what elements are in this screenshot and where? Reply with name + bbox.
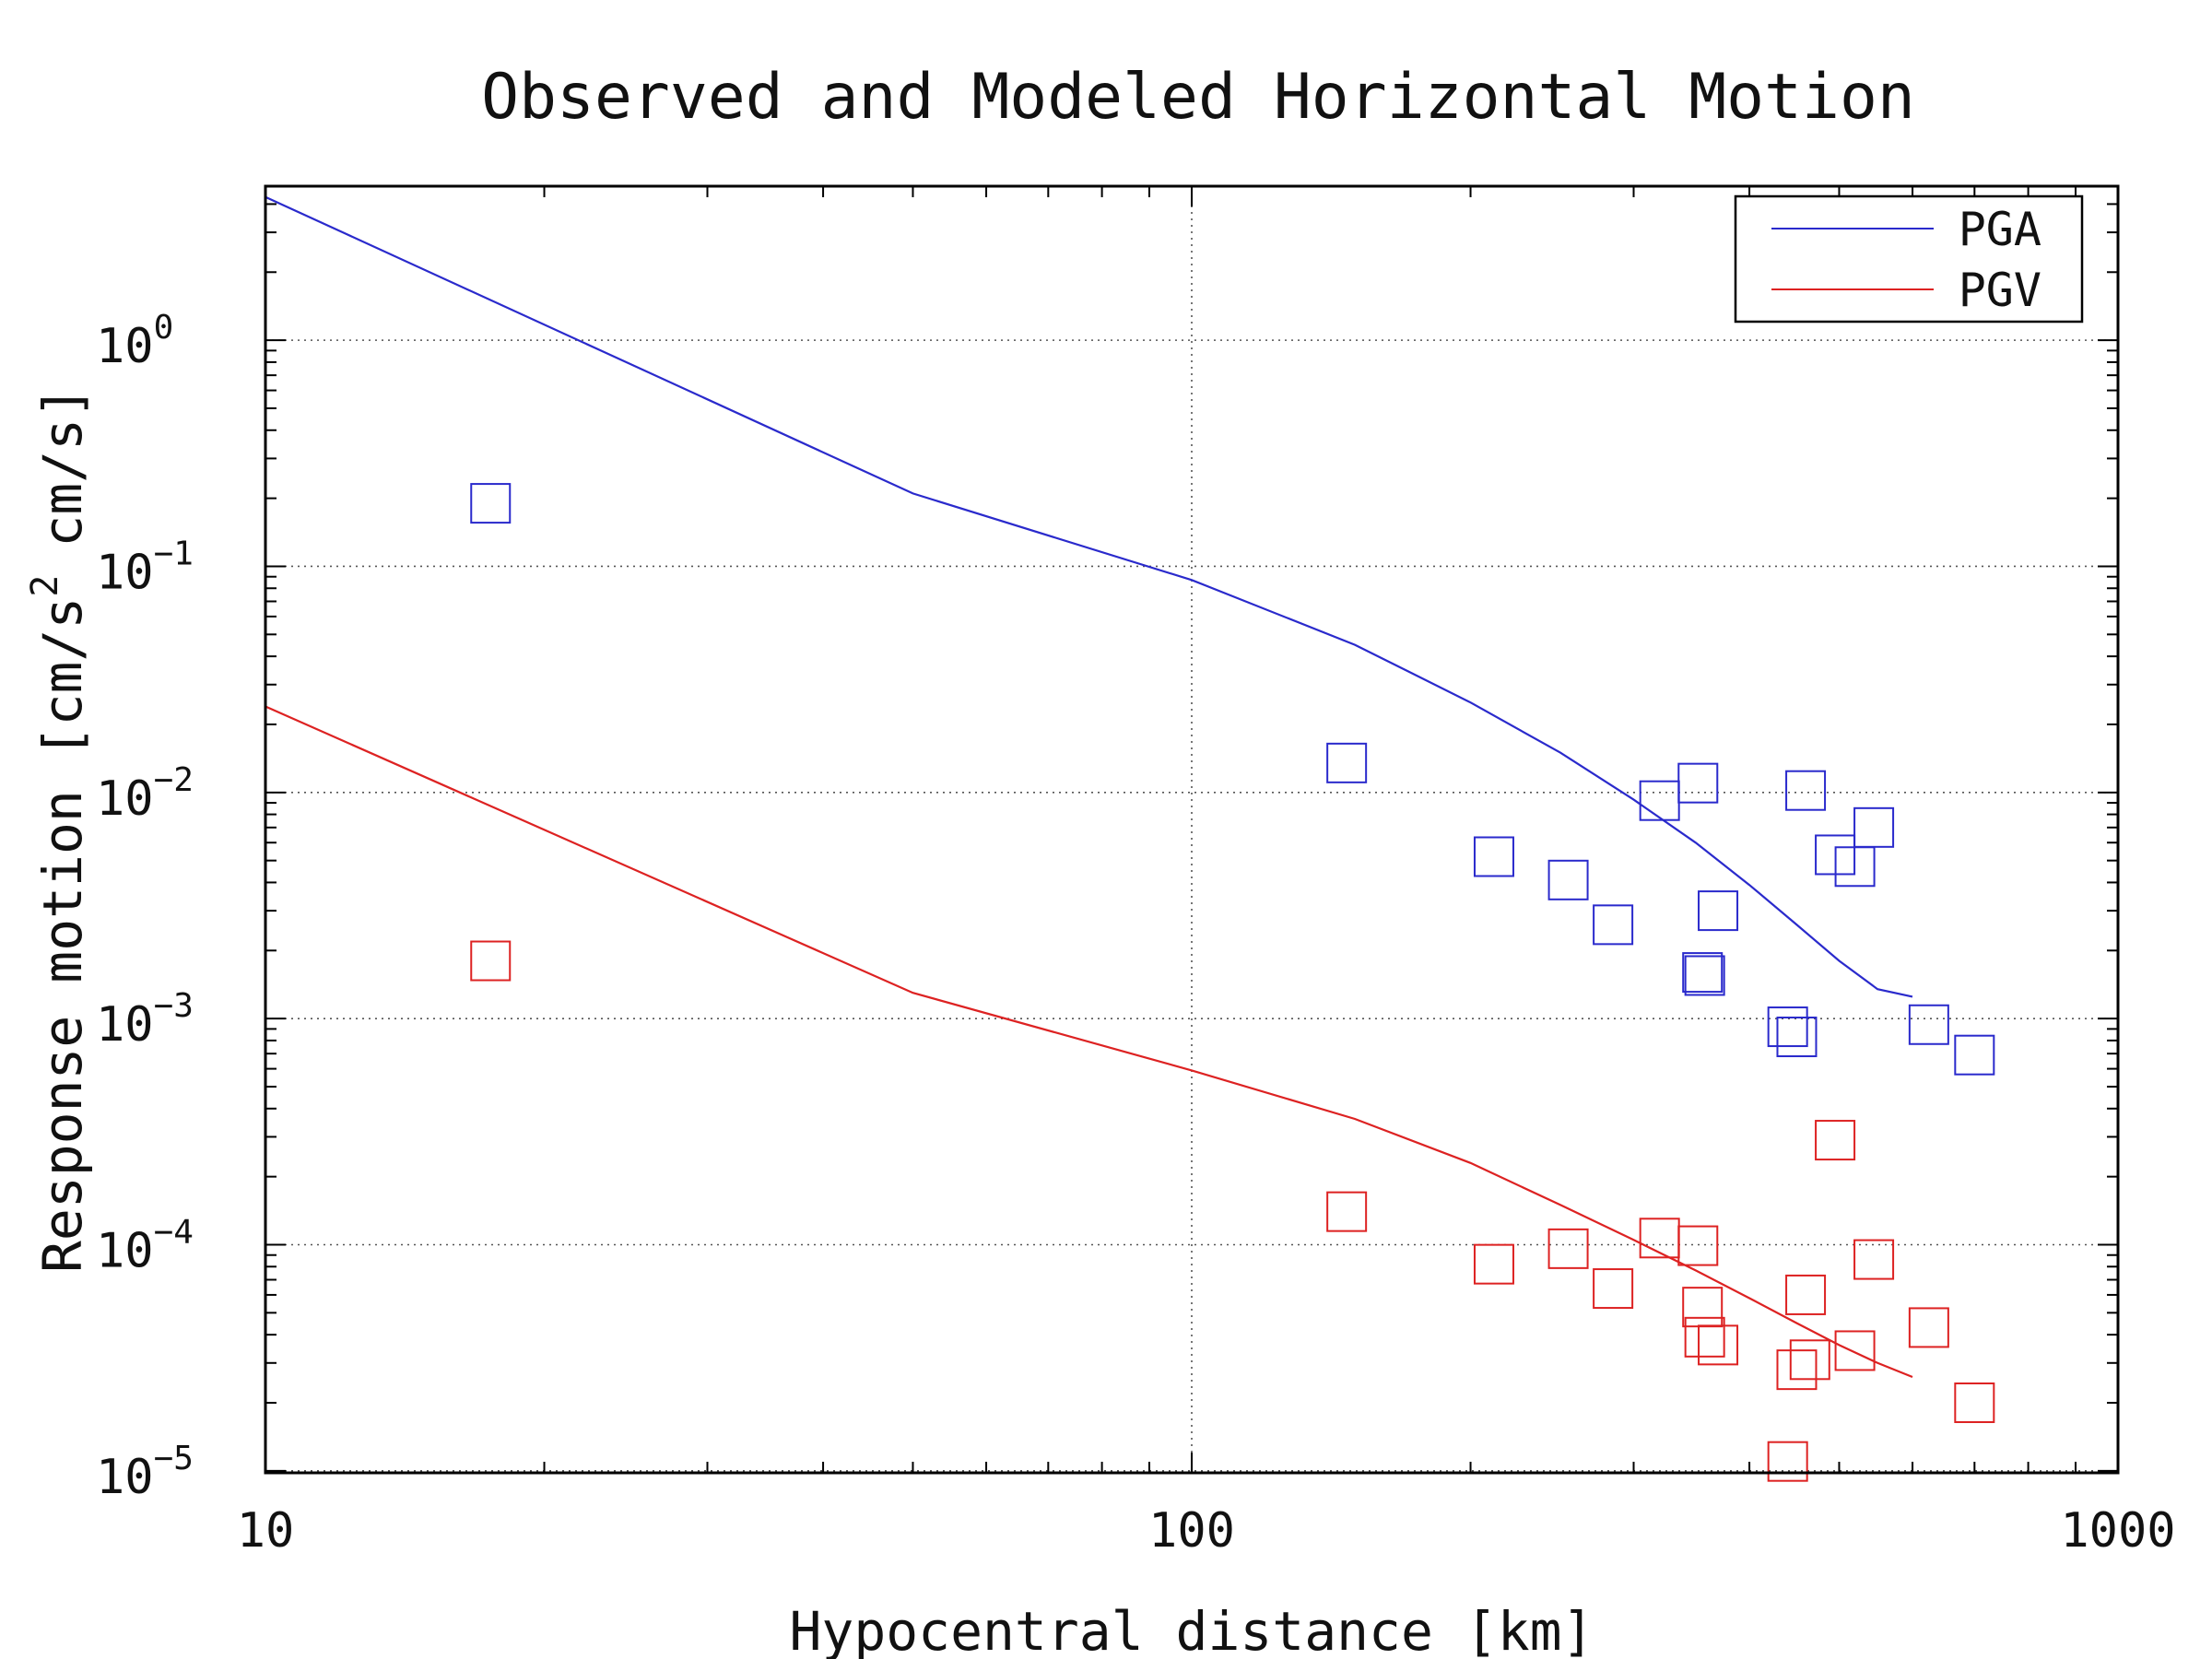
data-point-pgv-observed: [1473, 1243, 1514, 1285]
data-point-pga-observed: [1677, 762, 1719, 804]
y-tick-label: 10−4: [96, 1214, 194, 1279]
x-tick-label: 10: [237, 1503, 295, 1559]
x-axis-label: Hypocentral distance [km]: [790, 1600, 1594, 1659]
series-line-pgv: [265, 705, 1913, 1379]
data-point-pgv-observed: [1776, 1349, 1818, 1391]
data-point-pgv-observed: [1834, 1330, 1876, 1371]
data-point-pgv-observed: [1815, 1120, 1856, 1161]
plot-frame: [264, 184, 2120, 1475]
y-axis-label-main: Response motion [cm/s: [31, 597, 94, 1273]
data-point-pga-observed: [1473, 836, 1514, 877]
data-point-pgv-observed: [1677, 1225, 1719, 1266]
legend: PGA PGV: [1734, 194, 2084, 324]
y-tick-label: 10−5: [96, 1440, 194, 1505]
y-axis-label-superscript: 2: [24, 575, 66, 597]
data-point-pga-observed: [1785, 770, 1827, 811]
series-line-pga: [265, 195, 1913, 998]
y-tick-label: 10−1: [96, 535, 194, 600]
minor-ticks: [265, 186, 2118, 1473]
grid: [265, 186, 2118, 1473]
data-point-pga-observed: [1547, 859, 1589, 900]
data-point-pgv-observed: [1547, 1228, 1589, 1269]
data-point-pga-observed: [1954, 1034, 1995, 1076]
data-point-pgv-observed: [1326, 1191, 1368, 1232]
data-point-pga-observed: [1776, 1017, 1818, 1058]
data-point-pga-observed: [1684, 955, 1725, 996]
y-tick-label: 10−3: [96, 987, 194, 1053]
legend-label-pga: PGA: [1959, 203, 2041, 256]
data-point-pgv-observed: [470, 940, 512, 982]
y-tick-label: 100: [96, 309, 173, 374]
x-tick-label: 100: [1148, 1503, 1235, 1559]
x-tick-label: 1000: [2060, 1503, 2175, 1559]
tick-labels: 10 100 1000 100 10−1 10−2 10−3 10−4 10−5: [96, 309, 2176, 1559]
data-point-pga-observed: [1682, 952, 1724, 994]
data-point-pgv-observed: [1785, 1274, 1827, 1315]
data-point-pga-observed: [1908, 1004, 1949, 1045]
plot-series: [265, 195, 1995, 1482]
data-point-pgv-observed: [1908, 1307, 1949, 1348]
y-tick-label: 10−2: [96, 761, 194, 827]
data-point-pgv-observed: [1789, 1339, 1830, 1381]
data-point-pga-observed: [470, 483, 512, 524]
data-point-pgv-observed: [1682, 1287, 1724, 1328]
data-point-pgv-observed: [1698, 1324, 1739, 1366]
data-point-pga-observed: [1593, 904, 1634, 946]
data-point-pgv-observed: [1684, 1316, 1725, 1358]
legend-label-pgv: PGV: [1959, 264, 2041, 317]
y-axis-label: Response motion [cm/s2 cm/s]: [24, 386, 94, 1273]
data-point-pgv-observed: [1593, 1268, 1634, 1310]
data-point-pga-observed: [1853, 806, 1895, 848]
data-point-pgv-observed: [1853, 1239, 1895, 1280]
chart-title: Observed and Modeled Horizontal Motion: [481, 61, 1915, 134]
data-point-pga-observed: [1639, 780, 1680, 821]
y-axis-label-tail: cm/s]: [31, 386, 94, 547]
data-point-pga-observed: [1326, 742, 1368, 783]
data-point-pgv-observed: [1954, 1382, 1995, 1423]
data-point-pgv-observed: [1767, 1441, 1808, 1482]
legend-box: [1734, 194, 2084, 324]
data-point-pga-observed: [1767, 1006, 1808, 1048]
data-point-pga-observed: [1698, 890, 1739, 932]
